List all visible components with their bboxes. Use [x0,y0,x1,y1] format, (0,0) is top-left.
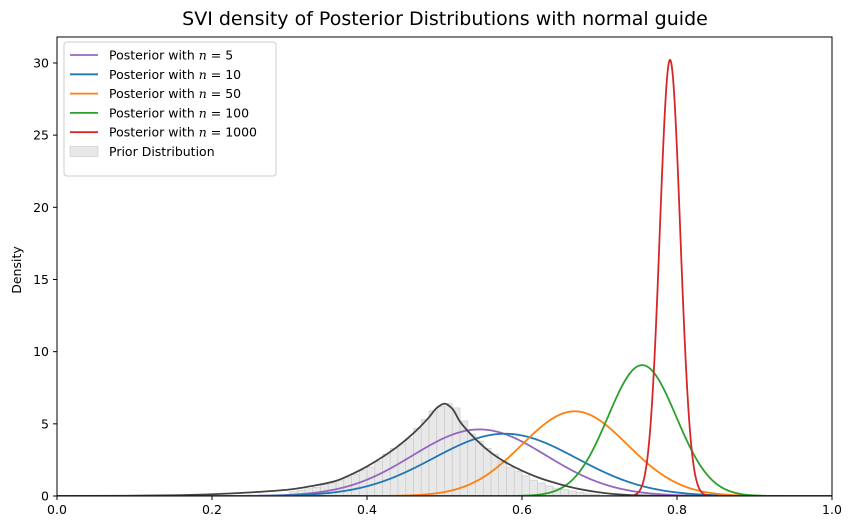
y-tick-label: 0 [41,489,49,504]
y-tick-label: 30 [33,55,49,70]
legend-label: Prior Distribution [109,144,215,159]
x-tick-label: 0.2 [202,502,222,517]
x-tick-label: 0.8 [667,502,687,517]
legend: Posterior with n = 5 Posterior with n = 1… [63,41,277,177]
legend-label: Posterior with n = 50 [109,86,241,101]
x-tick-label: 0.0 [47,502,67,517]
y-tick-label: 25 [33,128,49,143]
x-tick-label: 0.4 [357,502,377,517]
prior-hist-bar [413,427,422,496]
x-tick-label: 0.6 [512,502,532,517]
legend-label: Posterior with n = 10 [109,67,241,82]
legend-label: Posterior with n = 100 [109,105,249,120]
prior-hist-bar [513,471,523,496]
prior-hist-bar [506,466,515,496]
prior-hist-bar [397,443,407,496]
prior-kde-line [57,402,832,496]
prior-hist-bar [405,437,414,496]
prior-hist-bar [420,419,430,496]
axes: 0.0 0.2 0.4 0.6 0.8 1.0 0 5 10 15 20 25 30 [33,36,842,517]
prior-hist-bar [428,410,438,496]
series-line-5 [57,58,832,496]
prior-hist-bar [366,466,376,496]
series-line-2 [57,432,832,496]
prior-hist-bar [374,461,383,496]
legend-label: Posterior with n = 5 [109,48,233,63]
axes-frame [56,36,833,497]
prior-hist-bar [544,485,554,496]
prior-hist-bar [467,433,476,496]
chart-title: SVI density of Posterior Distributions w… [182,8,708,30]
y-tick-label: 20 [33,200,49,215]
prior-hist-bar [436,406,445,496]
prior-hist-bar [389,448,399,496]
series-line-4 [57,364,832,496]
prior-hist-bar [529,479,538,496]
y-tick-label: 5 [41,416,49,431]
prior-hist-bar [475,440,484,496]
prior-hist-bar [382,453,391,496]
y-axis-label: Density [9,246,24,294]
x-tick-label: 1.0 [822,502,842,517]
y-tick-label: 15 [33,272,49,287]
legend-box [63,41,277,177]
series-line-3 [57,410,832,496]
y-tick-label: 10 [33,344,49,359]
prior-hist-bar [521,475,531,496]
legend-label: Posterior with n = 1000 [109,125,257,140]
prior-hist-bar [560,489,569,496]
prior-hist-bar [498,461,507,496]
legend-swatch-prior [69,146,99,157]
prior-hist-bar [490,453,500,496]
